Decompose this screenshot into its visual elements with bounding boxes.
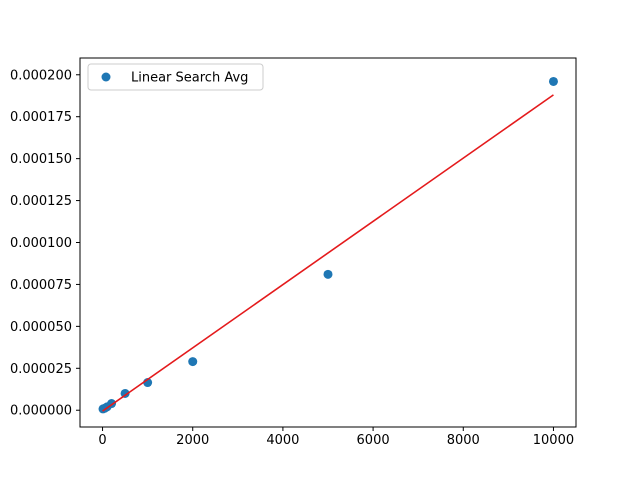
legend: Linear Search Avg <box>87 63 264 91</box>
x-tick-label: 8000 <box>447 433 480 448</box>
y-tick-label: 0.000150 <box>10 152 72 167</box>
data-point <box>548 76 558 86</box>
y-tick-label: 0.000100 <box>10 236 72 251</box>
y-tick-label: 0.000075 <box>10 278 72 293</box>
y-tick-label: 0.000025 <box>10 362 72 377</box>
y-tick-label: 0.000000 <box>10 404 72 419</box>
legend-frame <box>87 63 264 91</box>
y-tick-label: 0.000050 <box>10 320 72 335</box>
fit-line <box>102 94 554 412</box>
x-tick-label: 4000 <box>266 433 299 448</box>
legend-marker <box>101 72 111 82</box>
plot-area: 0 2000 4000 6000 8000 10000 0.000000 0.000025 0.… <box>10 57 577 448</box>
axes-frame <box>79 57 577 428</box>
legend-label: Linear Search Avg <box>131 71 248 86</box>
y-tick-label: 0.000200 <box>10 68 72 83</box>
axes-background <box>80 58 576 427</box>
data-point <box>120 388 130 398</box>
y-tick-label: 0.000125 <box>10 194 72 209</box>
x-tick-label: 2000 <box>176 433 209 448</box>
x-tick-label: 6000 <box>357 433 390 448</box>
x-tick-label: 10000 <box>533 433 574 448</box>
data-point <box>188 357 198 367</box>
y-tick-label: 0.000175 <box>10 110 72 125</box>
data-point <box>323 269 333 279</box>
x-tick-label: 0 <box>98 433 106 448</box>
